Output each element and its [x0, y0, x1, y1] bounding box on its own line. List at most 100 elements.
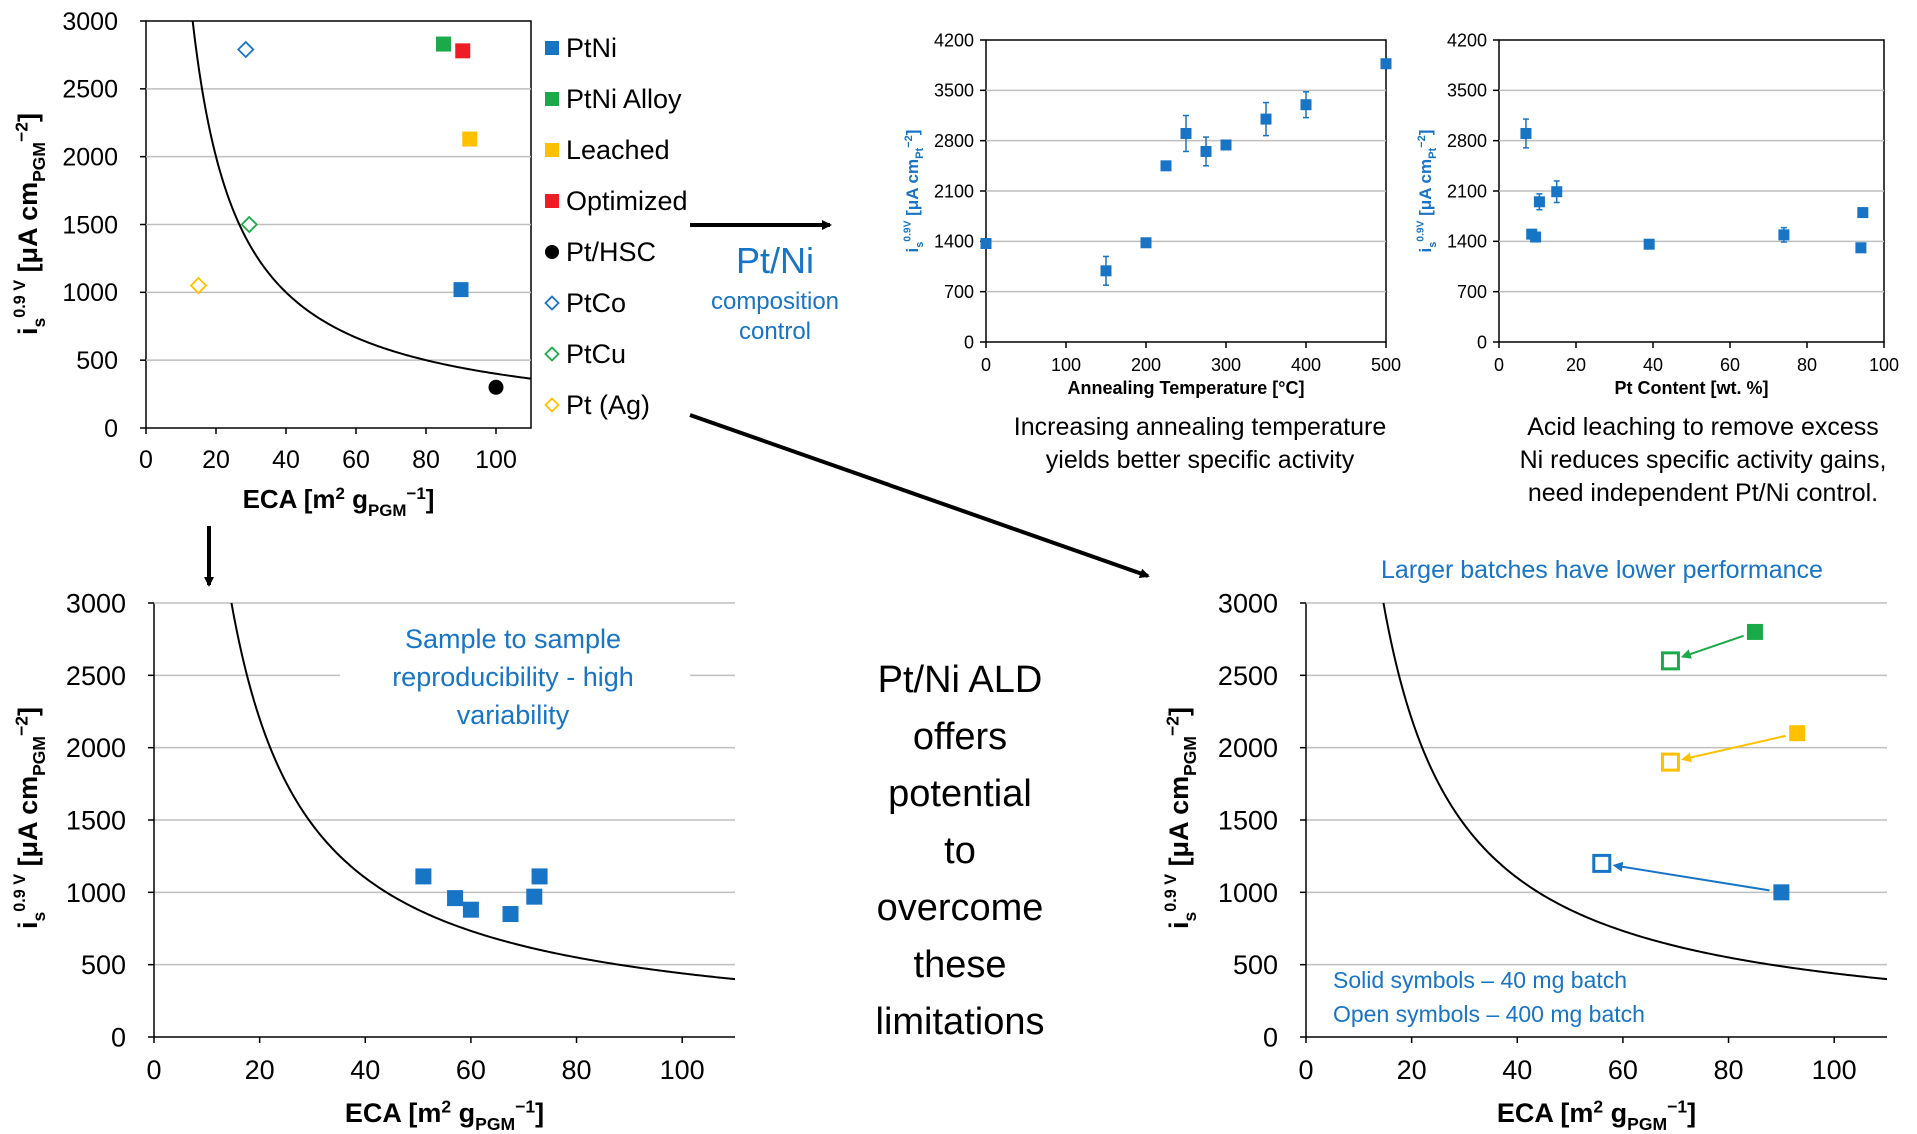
y-axis-label: is0.9 V [μA cmPGM−2]: [1162, 707, 1200, 929]
reference-curve: [230, 602, 736, 981]
y-tick-label: 2000: [1218, 733, 1278, 763]
x-tick-label: 40: [1643, 355, 1663, 375]
data-point: [436, 36, 451, 52]
x-tick-label: 80: [1797, 355, 1817, 375]
chart-caption: need independent Pt/Ni control.: [1528, 479, 1878, 507]
x-tick-label: 0: [146, 1055, 161, 1085]
y-tick-label: 2000: [66, 733, 126, 763]
annotation-backdrop: [340, 618, 690, 736]
batch-size-chart: 0 500 1000 1500 2000 2500 3000 0 20 40 60 80 100 Larg…: [1162, 556, 1888, 1134]
legend-label: Leached: [566, 135, 670, 165]
ald-line: overcome: [876, 887, 1044, 929]
y-axis-label: is0.9V [μA cmPt−2]: [902, 130, 926, 253]
y-tick-label: 3500: [934, 81, 974, 101]
x-tick-label: 0: [1298, 1055, 1313, 1085]
y-tick-label: 0: [1477, 332, 1487, 352]
data-point: [1200, 145, 1212, 157]
chart-caption: Increasing annealing temperature: [1014, 413, 1386, 441]
legend-entry: PtNi: [545, 33, 617, 63]
legend-label: Optimized: [566, 186, 688, 216]
data-point: [447, 890, 464, 907]
y-tick-label: 2100: [1447, 181, 1487, 201]
x-tick-label: 40: [350, 1055, 380, 1085]
legend-entry: PtCu: [544, 339, 626, 369]
y-tick-label: 1500: [62, 211, 118, 239]
arrow-to-batchsize: [689, 413, 1150, 579]
legend-label: PtNi Alloy: [566, 84, 682, 114]
data-point: [1260, 113, 1272, 125]
chart-caption: yields better specific activity: [1046, 446, 1355, 474]
x-tick-label: 100: [1051, 355, 1081, 375]
ald-line: potential: [888, 773, 1032, 815]
y-tick-label: 500: [81, 950, 126, 980]
legend-marker: [545, 41, 559, 55]
data-point: [240, 215, 259, 234]
ald-line: to: [944, 830, 976, 872]
composition-arrow-label: Pt/Ni: [735, 240, 814, 281]
data-point: [462, 131, 478, 147]
x-tick-label: 20: [1566, 355, 1586, 375]
legend-marker: [544, 346, 560, 362]
x-tick-label: 100: [660, 1055, 705, 1085]
legend-entry: Pt/HSC: [545, 237, 656, 267]
x-axis-label: ECA [m2 gPGM−1]: [243, 484, 435, 520]
legend-note: Open symbols – 400 mg batch: [1333, 1001, 1645, 1027]
chart-annotation: Sample to sample: [405, 624, 621, 654]
y-tick-label: 1400: [1447, 232, 1487, 252]
batch-arrow: [1612, 861, 1770, 892]
data-point: [1643, 238, 1655, 250]
y-tick-label: 2500: [62, 76, 118, 104]
y-tick-label: 0: [104, 415, 118, 443]
data-point: [1855, 242, 1867, 254]
data-point: [453, 282, 469, 298]
x-tick-label: 60: [1608, 1055, 1638, 1085]
data-point: [455, 43, 471, 59]
batch-arrow: [1680, 634, 1744, 659]
x-tick-label: 20: [202, 446, 230, 474]
data-point: [236, 40, 255, 59]
chart-caption: Acid leaching to remove excess: [1527, 413, 1879, 441]
x-tick-label: 40: [1502, 1055, 1532, 1085]
legend-entry: PtCo: [544, 288, 626, 318]
ald-line: these: [913, 944, 1007, 986]
y-tick-label: 500: [76, 347, 118, 375]
legend-label: Pt/HSC: [566, 237, 656, 267]
y-tick-label: 700: [1457, 282, 1487, 302]
x-tick-label: 60: [1720, 355, 1740, 375]
data-point: [1180, 127, 1192, 139]
x-tick-label: 80: [1714, 1055, 1744, 1085]
x-tick-label: 20: [1397, 1055, 1427, 1085]
y-tick-label: 3000: [1218, 588, 1278, 618]
y-tick-label: 2000: [62, 143, 118, 171]
x-tick-label: 0: [1494, 355, 1504, 375]
x-tick-label: 100: [475, 446, 517, 474]
legend-marker: [545, 143, 559, 157]
data-point-solid: [1773, 884, 1790, 901]
y-tick-label: 2500: [1218, 661, 1278, 691]
legend-entry: Pt (Ag): [544, 390, 650, 420]
data-point-open: [1592, 853, 1612, 873]
x-axis-label: ECA [m2 gPGM−1]: [1497, 1097, 1696, 1134]
batch-arrow: [1681, 734, 1786, 763]
x-tick-label: 0: [981, 355, 991, 375]
legend-marker: [545, 92, 559, 106]
y-tick-label: 4200: [1447, 30, 1487, 50]
data-point: [502, 906, 519, 923]
y-tick-label: 700: [944, 282, 974, 302]
x-tick-label: 400: [1291, 355, 1321, 375]
x-axis-label: ECA [m2 gPGM−1]: [345, 1097, 544, 1134]
x-tick-label: 200: [1131, 355, 1161, 375]
reference-curve: [1382, 602, 1888, 981]
data-point: [1530, 231, 1542, 243]
x-tick-label: 100: [1812, 1055, 1857, 1085]
annealing-temperature-chart: 0 700 1400 2100 2800 3500 4200 0 100 200 300 400 500…: [902, 30, 1401, 474]
data-point: [1100, 265, 1112, 277]
y-tick-label: 2500: [66, 661, 126, 691]
y-tick-label: 1000: [1218, 878, 1278, 908]
x-tick-label: 0: [139, 446, 153, 474]
legend-entry: PtNi Alloy: [545, 84, 682, 114]
data-point: [1520, 127, 1532, 139]
legend-marker: [545, 245, 559, 259]
data-point: [1778, 229, 1790, 241]
data-point: [462, 901, 479, 918]
